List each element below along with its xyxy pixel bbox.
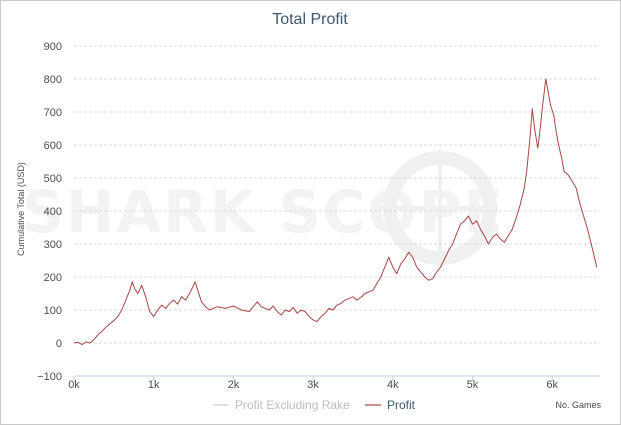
x-axis-ticks: 0k 1k 2k 3k 4k 5k 6k xyxy=(68,376,558,391)
y-tick-label: 600 xyxy=(44,140,62,152)
x-tick-label: 0k xyxy=(68,379,80,391)
y-tick-label: 400 xyxy=(44,206,62,218)
y-tick-label: 500 xyxy=(44,173,62,185)
y-tick-label: 100 xyxy=(44,305,62,317)
x-tick-label: 1k xyxy=(148,379,160,391)
y-tick-label: 700 xyxy=(44,107,62,119)
y-axis-ticks: −100 0 100 200 300 400 500 600 700 800 900 xyxy=(37,41,62,383)
y-tick-label: 300 xyxy=(44,239,62,251)
watermark-crosshair-icon xyxy=(382,150,498,266)
y-tick-label: 200 xyxy=(44,272,62,284)
y-tick-label: 800 xyxy=(44,74,62,86)
x-axis-title: No. Games xyxy=(555,400,601,410)
x-tick-label: 3k xyxy=(307,379,319,391)
legend-item-profit-excluding-rake[interactable]: Profit Excluding Rake xyxy=(213,398,350,412)
x-tick-label: 4k xyxy=(387,379,399,391)
watermark: SHARK SCOPE xyxy=(22,150,505,266)
legend-item-profit[interactable]: Profit xyxy=(365,398,416,412)
y-axis-title: Cumulative Total (USD) xyxy=(16,162,26,256)
legend-label-profit-excluding-rake: Profit Excluding Rake xyxy=(235,398,350,412)
series-lines xyxy=(73,78,598,346)
x-tick-label: 5k xyxy=(467,379,479,391)
legend-label-profit: Profit xyxy=(387,398,416,412)
legend[interactable]: Profit Excluding Rake Profit xyxy=(213,398,416,412)
x-tick-label: 2k xyxy=(228,379,240,391)
y-tick-label: −100 xyxy=(37,371,62,383)
chart-title: Total Profit xyxy=(272,11,348,28)
watermark-text: SHARK SCOPE xyxy=(22,178,505,246)
series-line-1 xyxy=(73,78,598,346)
grid-lines xyxy=(74,45,600,377)
y-tick-label: 900 xyxy=(44,41,62,53)
y-tick-label: 0 xyxy=(56,338,62,350)
x-tick-label: 6k xyxy=(546,379,558,391)
